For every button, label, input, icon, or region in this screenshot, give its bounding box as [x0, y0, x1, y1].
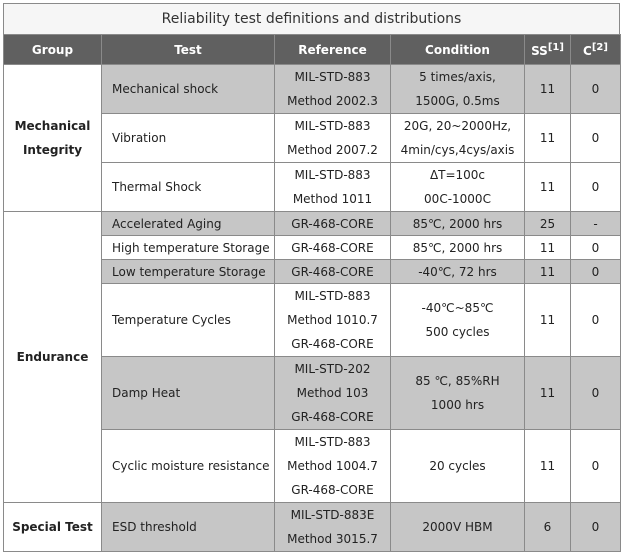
ss-footnote: [1]	[547, 41, 564, 53]
c-cell: 0	[570, 113, 621, 163]
ss-cell: 11	[524, 113, 571, 163]
c-cell: 0	[570, 235, 621, 260]
ss-cell: 11	[524, 64, 571, 114]
condition-cell: -40℃~85℃ 500 cycles	[390, 283, 525, 357]
reliability-table: Group Test Reference Condition SS[1] C[2…	[3, 34, 621, 552]
reference-cell: GR-468-CORE	[274, 259, 391, 284]
reference-cell: MIL-STD-883 Method 1010.7 GR-468-CORE	[274, 283, 391, 357]
ss-cell: 11	[524, 235, 571, 260]
group-name: Mechanical	[14, 119, 91, 133]
c-cell: -	[570, 211, 621, 236]
condition-cell: ΔT=100c 00C-1000C	[390, 162, 525, 212]
reference-cell: GR-468-CORE	[274, 235, 391, 260]
reference-cell: MIL-STD-883 Method 1011	[274, 162, 391, 212]
col-header-c: C[2]	[570, 34, 621, 65]
c-cell: 0	[570, 162, 621, 212]
condition-cell: 85℃, 2000 hrs	[390, 235, 525, 260]
c-cell: 0	[570, 356, 621, 430]
c-cell: 0	[570, 64, 621, 114]
reference-cell: MIL-STD-883 Method 2007.2	[274, 113, 391, 163]
condition-cell: 2000V HBM	[390, 502, 525, 552]
ss-cell: 11	[524, 283, 571, 357]
col-header-test: Test	[101, 34, 275, 65]
ss-cell: 11	[524, 356, 571, 430]
test-cell: Damp Heat	[101, 356, 275, 430]
test-cell: Temperature Cycles	[101, 283, 275, 357]
condition-cell: 20 cycles	[390, 429, 525, 503]
test-cell: Low temperature Storage	[101, 259, 275, 284]
condition-cell: 85 ℃, 85%RH 1000 hrs	[390, 356, 525, 430]
test-cell: Cyclic moisture resistance	[101, 429, 275, 503]
group-cell: Mechanical Integrity	[3, 64, 102, 212]
test-cell: Thermal Shock	[101, 162, 275, 212]
col-header-reference: Reference	[274, 34, 391, 65]
condition-cell: 85℃, 2000 hrs	[390, 211, 525, 236]
table-row: Vibration MIL-STD-883 Method 2007.2 20G, …	[4, 113, 621, 163]
ss-cell: 6	[524, 502, 571, 552]
col-header-condition: Condition	[390, 34, 525, 65]
condition-cell: 5 times/axis, 1500G, 0.5ms	[390, 64, 525, 114]
c-cell: 0	[570, 502, 621, 552]
header-row: Group Test Reference Condition SS[1] C[2…	[3, 34, 621, 65]
table-title: Reliability test definitions and distrib…	[3, 3, 620, 34]
col-header-ss: SS[1]	[524, 34, 571, 65]
reference-cell: GR-468-CORE	[274, 211, 391, 236]
table-row: Mechanical Integrity Mechanical shock MI…	[3, 64, 621, 212]
table-row: Cyclic moisture resistance MIL-STD-883 Me…	[4, 429, 621, 503]
c-cell: 0	[570, 429, 621, 503]
test-cell: Accelerated Aging	[101, 211, 275, 236]
table-row: Low temperature Storage GR-468-CORE -40℃…	[4, 259, 621, 284]
ss-label: SS	[531, 43, 548, 58]
col-header-group: Group	[3, 34, 102, 65]
c-label: C	[583, 43, 592, 58]
reference-cell: MIL-STD-202 Method 103 GR-468-CORE	[274, 356, 391, 430]
test-cell: ESD threshold	[101, 502, 275, 552]
condition-cell: -40℃, 72 hrs	[390, 259, 525, 284]
table-row: Endurance Accelerated Aging GR-468-CORE …	[3, 211, 621, 503]
table-row: Damp Heat MIL-STD-202 Method 103 GR-468-CO…	[4, 356, 621, 430]
test-cell: Vibration	[101, 113, 275, 163]
ss-cell: 11	[524, 429, 571, 503]
reference-cell: MIL-STD-883 Method 1004.7 GR-468-CORE	[274, 429, 391, 503]
table-row: Special Test ESD threshold MIL-STD-883E M…	[3, 502, 621, 552]
c-cell: 0	[570, 283, 621, 357]
reference-cell: MIL-STD-883 Method 2002.3	[274, 64, 391, 114]
test-cell: High temperature Storage	[101, 235, 275, 260]
reference-cell: MIL-STD-883E Method 3015.7	[274, 502, 391, 552]
table-row: Temperature Cycles MIL-STD-883 Method 101…	[4, 283, 621, 357]
group-name: Integrity	[22, 143, 83, 157]
group-cell: Special Test	[3, 502, 102, 552]
group-cell: Endurance	[3, 211, 102, 503]
c-footnote: [2]	[591, 41, 608, 53]
test-cell: Mechanical shock	[101, 64, 275, 114]
condition-cell: 20G, 20~2000Hz, 4min/cys,4cys/axis	[390, 113, 525, 163]
ss-cell: 11	[524, 162, 571, 212]
c-cell: 0	[570, 259, 621, 284]
group-name: Endurance	[16, 350, 89, 364]
reliability-table-container: Reliability test definitions and distrib…	[3, 3, 621, 552]
ss-cell: 11	[524, 259, 571, 284]
ss-cell: 25	[524, 211, 571, 236]
